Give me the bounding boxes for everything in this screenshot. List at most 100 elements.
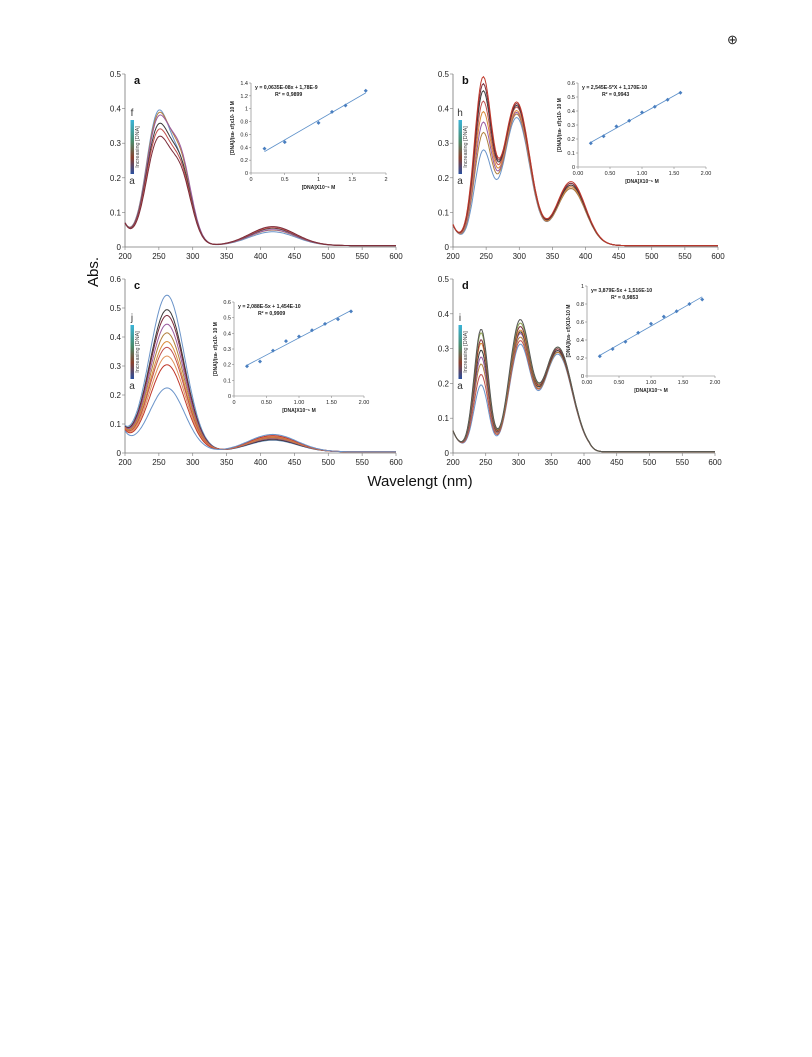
spectrum-curve xyxy=(452,336,715,453)
spectrum-curve xyxy=(124,309,396,453)
x-tick-label: 250 xyxy=(152,458,166,467)
panel-label: c xyxy=(134,280,140,292)
inset-y-label: [DNA]/(εa- εf)x10- 10 M xyxy=(230,101,236,155)
inset-equation: y= 3,879E-5x + 1,516E-10 xyxy=(591,288,652,294)
x-tick-label: 250 xyxy=(152,252,166,261)
inset-equation: y = 2,545E-5*X + 1,170E-10 xyxy=(582,85,647,91)
last-series-label: h xyxy=(457,108,463,119)
inset-x-label: [DNA]X10⁻⁵ M xyxy=(634,388,668,394)
inset-x-tick-label: 2 xyxy=(384,177,387,183)
inset-x-tick-label: 1.00 xyxy=(646,380,657,386)
y-tick-label: 0.1 xyxy=(110,208,122,217)
x-tick-label: 500 xyxy=(643,458,657,467)
y-axis-title: Abs. xyxy=(85,257,102,287)
inset-x-tick-label: 1.00 xyxy=(294,400,305,406)
y-tick-label: 0.4 xyxy=(110,333,122,342)
panel-d: 0 0.1 0.2 0.3 0.4 0.5 200 250 300 350 400 450 500 550… xyxy=(438,275,722,467)
inset-y-tick-label: 0.5 xyxy=(567,95,575,101)
spectrum-curve xyxy=(452,75,718,247)
last-series-label: j xyxy=(130,313,133,324)
inset-r-squared: R² = 0,9943 xyxy=(602,92,629,98)
spectrum-curve xyxy=(124,332,396,453)
y-tick-label: 0.2 xyxy=(438,174,450,183)
x-tick-label: 350 xyxy=(545,458,559,467)
y-tick-label: 0.3 xyxy=(110,139,122,148)
inset-y-tick-label: 0 xyxy=(581,374,584,380)
inset-data-point xyxy=(652,104,657,109)
dna-gradient-bar xyxy=(130,120,134,174)
x-tick-label: 400 xyxy=(577,458,591,467)
inset-x-tick-label: 0.50 xyxy=(605,171,616,177)
inset-x-tick-label: 0.50 xyxy=(261,400,272,406)
inset-y-tick-label: 0.2 xyxy=(567,137,575,143)
x-tick-label: 500 xyxy=(322,252,336,261)
x-axis-title: Wavelengt (nm) xyxy=(367,473,472,490)
inset-y-label: [DNA]/(εa- εf)X10-10 M xyxy=(566,305,572,358)
spectrum-curve xyxy=(124,135,396,247)
y-tick-label: 0 xyxy=(445,243,450,252)
inset-equation: y = 0,0635E-08x + 1,78E-9 xyxy=(255,85,318,91)
y-tick-label: 0.5 xyxy=(110,70,122,79)
x-tick-label: 450 xyxy=(612,252,626,261)
inset-x-tick-label: 0.50 xyxy=(614,380,625,386)
inset-r-squared: R² = 0,9899 xyxy=(275,92,302,98)
inset-y-tick-label: 0 xyxy=(228,394,231,400)
y-tick-label: 0.5 xyxy=(438,70,450,79)
inset-y-tick-label: 0 xyxy=(572,165,575,171)
x-tick-label: 500 xyxy=(645,252,659,261)
inset-data-point xyxy=(271,348,275,353)
y-tick-label: 0.4 xyxy=(110,105,122,114)
inset-x-label: [DNA]X10⁻⁵ M xyxy=(282,408,316,414)
x-tick-label: 200 xyxy=(118,458,132,467)
inset-x-tick-label: 0 xyxy=(249,177,252,183)
x-tick-label: 250 xyxy=(479,458,493,467)
x-tick-label: 300 xyxy=(512,458,526,467)
inset-y-tick-label: 0.2 xyxy=(223,363,231,369)
x-tick-label: 400 xyxy=(254,252,268,261)
inset-data-point xyxy=(262,146,267,151)
inset-plot: 0 0.1 0.2 0.3 0.4 0.5 0.6 0 0.50 1.00 1.50 2.00 y = … xyxy=(213,300,369,414)
inset-y-tick-label: 0.8 xyxy=(240,120,248,126)
x-tick-label: 600 xyxy=(711,252,725,261)
y-tick-label: 0.5 xyxy=(438,275,450,284)
gradient-text: Increasing [DNA] xyxy=(463,126,469,168)
panel-b: 0 0.1 0.2 0.3 0.4 0.5 200 250 300 350 400 450 500 550… xyxy=(438,70,725,261)
x-tick-label: 550 xyxy=(355,252,369,261)
inset-equation: y = 2,088E-5x + 1,454E-10 xyxy=(238,304,301,310)
x-tick-label: 300 xyxy=(186,252,200,261)
x-tick-label: 350 xyxy=(546,252,560,261)
gradient-text: Increasing [DNA] xyxy=(135,126,141,168)
inset-plot: 0 0.2 0.4 0.6 0.8 1 1.2 1.4 0 0.5 1 1.5 2 y = 0,0635E… xyxy=(230,81,388,191)
x-tick-label: 400 xyxy=(579,252,593,261)
inset-y-tick-label: 1.4 xyxy=(240,81,248,87)
inset-data-point xyxy=(687,302,692,306)
x-tick-label: 250 xyxy=(479,252,493,261)
first-series-label: a xyxy=(129,176,135,187)
inset-data-point xyxy=(661,314,666,319)
spectrum-curve xyxy=(452,89,718,247)
inset-data-point xyxy=(636,330,641,335)
inset-data-point xyxy=(323,321,327,326)
inset-y-tick-label: 1 xyxy=(581,284,584,290)
first-series-label: a xyxy=(129,381,135,392)
inset-y-label: [DNA]/(εa- εf)x10- 10 M xyxy=(557,98,563,152)
y-tick-label: 0 xyxy=(117,243,122,252)
x-tick-label: 550 xyxy=(678,252,692,261)
panel-label: a xyxy=(134,75,141,87)
inset-fit-line xyxy=(599,296,703,356)
inset-data-point xyxy=(588,141,593,146)
inset-y-tick-label: 0.6 xyxy=(223,300,231,306)
inset-x-tick-label: 1.50 xyxy=(669,171,680,177)
inset-y-tick-label: 0.4 xyxy=(576,338,584,344)
y-tick-label: 0.1 xyxy=(438,414,450,423)
dna-gradient-bar xyxy=(458,325,462,379)
inset-x-tick-label: 2.00 xyxy=(710,380,721,386)
y-tick-label: 0.2 xyxy=(110,391,122,400)
y-tick-label: 0.1 xyxy=(438,208,450,217)
y-tick-label: 0.4 xyxy=(438,310,450,319)
inset-plot: 0 0.2 0.4 0.6 0.8 1 0.00 0.50 1.00 1.50 2.00 y= 3,8… xyxy=(566,284,720,394)
x-tick-label: 350 xyxy=(220,252,234,261)
y-tick-label: 0.1 xyxy=(110,420,122,429)
inset-data-point xyxy=(363,88,368,93)
x-tick-label: 600 xyxy=(389,458,403,467)
